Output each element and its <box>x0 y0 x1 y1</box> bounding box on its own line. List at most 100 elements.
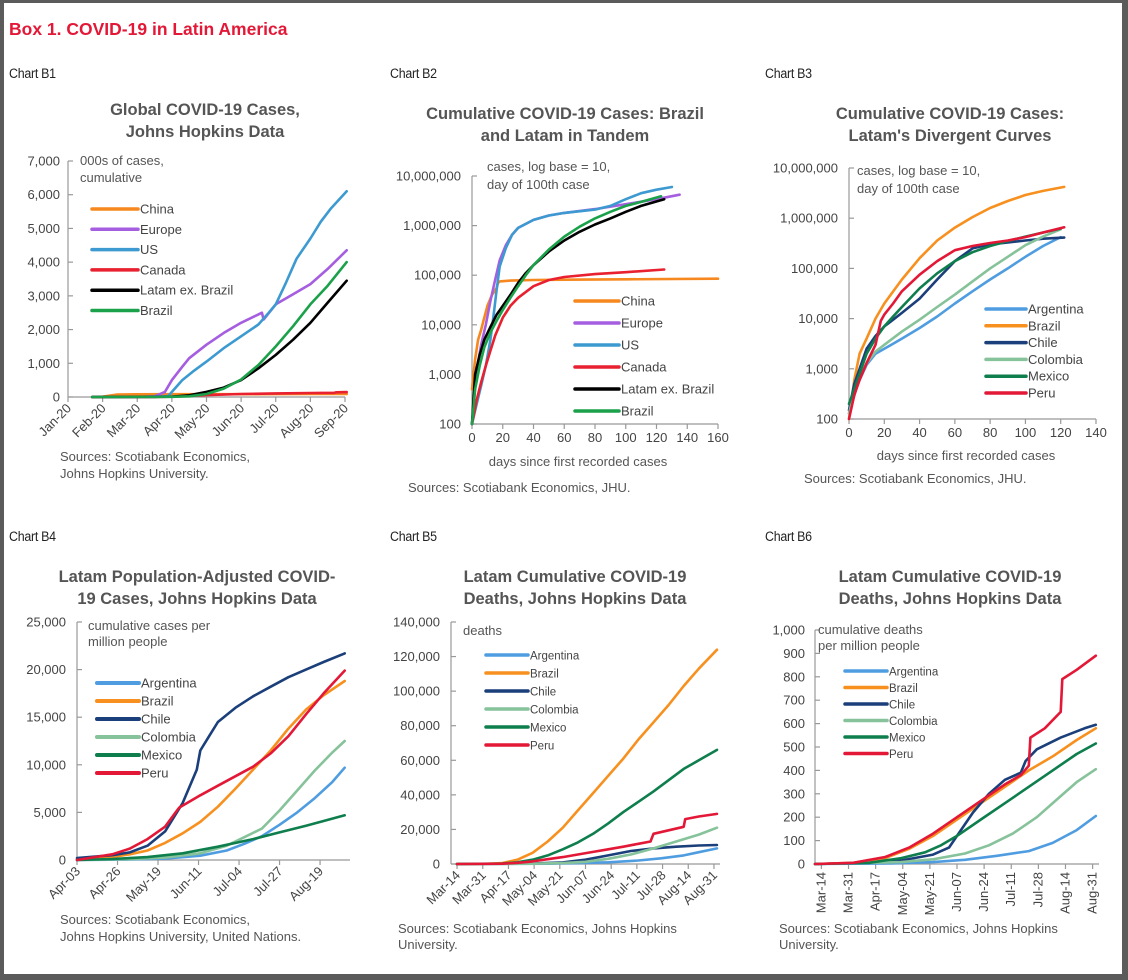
y-tick-label: 140,000 <box>393 615 440 630</box>
y-tick-label: 1,000 <box>27 356 60 371</box>
chart-title: Deaths, Johns Hopkins Data <box>464 590 688 608</box>
source-note: Sources: Scotiabank Economics, <box>60 912 250 927</box>
chart-title: Johns Hopkins Data <box>126 123 285 141</box>
y-tick-label: 2,000 <box>27 322 60 337</box>
chart-title: Global COVID-19 Cases, <box>110 101 300 119</box>
legend-label: Europe <box>140 222 182 237</box>
y-tick-label: 100 <box>439 417 461 432</box>
x-tick-label: Feb-20 <box>69 401 109 441</box>
chart-title: and Latam in Tandem <box>481 127 649 145</box>
x-tick-label: 100 <box>1015 425 1037 440</box>
legend-label: Brazil <box>889 683 918 695</box>
x-tick-label: Jun-07 <box>949 872 964 912</box>
y-tick-label: 20,000 <box>26 662 66 677</box>
chart-label-b1: Chart B1 <box>9 66 56 81</box>
y-tick-label: 0 <box>433 857 440 872</box>
legend-label: Brazil <box>141 694 174 709</box>
legend-label: Chile <box>141 712 171 727</box>
y-tick-label: 900 <box>783 646 805 661</box>
legend-label: Brazil <box>621 404 654 419</box>
legend-label: US <box>621 338 639 353</box>
x-tick-label: May-21 <box>922 872 937 915</box>
series-line-brazil <box>455 648 719 866</box>
y-tick-label: 0 <box>53 390 60 405</box>
x-tick-label: 60 <box>948 425 962 440</box>
legend-label: Colombia <box>530 705 579 717</box>
series-line-brazil <box>470 195 663 426</box>
y-tick-label: 10,000,000 <box>396 169 461 184</box>
source-note: Sources: Scotiabank Economics, <box>60 449 250 464</box>
y-units-note: cases, log base = 10, <box>487 159 610 174</box>
y-tick-label: 1,000,000 <box>780 211 838 226</box>
legend-label: Canada <box>140 262 186 277</box>
y-tick-label: 700 <box>783 693 805 708</box>
x-tick-label: Jul-28 <box>1030 872 1045 907</box>
chart-label-b2: Chart B2 <box>390 66 437 81</box>
chart-label-b4: Chart B4 <box>9 529 56 544</box>
y-tick-label: 100,000 <box>393 684 440 699</box>
x-tick-label: 40 <box>912 425 926 440</box>
legend-label: Chile <box>1028 335 1058 350</box>
x-tick-label: May-19 <box>123 864 164 905</box>
legend-label: Argentina <box>141 676 197 691</box>
chart-title: Cumulative COVID-19 Cases: Brazil <box>426 105 704 123</box>
y-tick-label: 40,000 <box>400 787 440 802</box>
legend-label: US <box>140 242 158 257</box>
x-tick-label: Aug-20 <box>276 401 316 441</box>
x-tick-label: 100 <box>615 430 637 445</box>
series-line-us <box>90 190 349 399</box>
chart-title: 19 Cases, Johns Hopkins Data <box>77 590 317 608</box>
chart-title: Deaths, Johns Hopkins Data <box>839 590 1063 608</box>
x-tick-label: Jun-20 <box>209 401 248 440</box>
y-tick-label: 500 <box>783 740 805 755</box>
series-line-europe <box>90 249 349 399</box>
series-line-peru <box>847 226 1066 421</box>
y-tick-label: 1,000 <box>805 361 838 376</box>
series-line-brazil <box>75 679 347 861</box>
y-tick-label: 600 <box>783 716 805 731</box>
x-tick-label: Mar-14 <box>813 872 828 913</box>
legend-label: Canada <box>621 360 667 375</box>
source-note: University. <box>779 937 839 952</box>
series-line-mexico <box>813 742 1098 866</box>
x-tick-label: 40 <box>526 430 540 445</box>
x-tick-label: 20 <box>496 430 510 445</box>
y-tick-label: 1,000 <box>772 623 805 638</box>
source-note: University. <box>398 937 458 952</box>
legend-label: Peru <box>141 766 168 781</box>
legend-label: Peru <box>1028 386 1055 401</box>
y-units-note: cumulative deaths <box>818 622 923 637</box>
x-tick-label: 140 <box>676 430 698 445</box>
y-tick-label: 10,000 <box>421 317 461 332</box>
source-note: Sources: Scotiabank Economics, Johns Hop… <box>779 921 1058 936</box>
legend-label: Mexico <box>889 733 925 745</box>
legend-label: Europe <box>621 316 663 331</box>
y-units-note: day of 100th case <box>487 177 590 192</box>
y-units-note: per million people <box>818 638 920 653</box>
legend-label: Latam ex. Brazil <box>621 382 714 397</box>
legend-label: Brazil <box>1028 318 1061 333</box>
x-tick-label: 20 <box>877 425 891 440</box>
chart-title: Latam Population-Adjusted COVID- <box>59 568 336 586</box>
chart-title: Latam Cumulative COVID-19 <box>464 568 687 586</box>
x-tick-label: Apr-26 <box>85 864 123 902</box>
x-tick-label: Jul-04 <box>210 864 246 900</box>
x-tick-label: Aug-14 <box>1057 872 1072 914</box>
series-line-peru <box>813 654 1098 866</box>
series-line-chile <box>75 652 347 860</box>
legend-label: Argentina <box>530 651 580 663</box>
chart-label-b3: Chart B3 <box>765 66 812 81</box>
chart-label-b5: Chart B5 <box>390 529 437 544</box>
legend-label: Colombia <box>889 716 938 728</box>
y-tick-label: 200 <box>783 810 805 825</box>
x-tick-label: 0 <box>845 425 852 440</box>
legend-label: Colombia <box>141 730 197 745</box>
x-tick-label: 140 <box>1085 425 1107 440</box>
y-tick-label: 10,000 <box>798 311 838 326</box>
legend-label: China <box>140 202 175 217</box>
series-line-chile <box>847 236 1066 412</box>
chart-b5: Latam Cumulative COVID-19 Deaths, Johns H… <box>393 568 720 952</box>
y-tick-label: 25,000 <box>26 615 66 630</box>
